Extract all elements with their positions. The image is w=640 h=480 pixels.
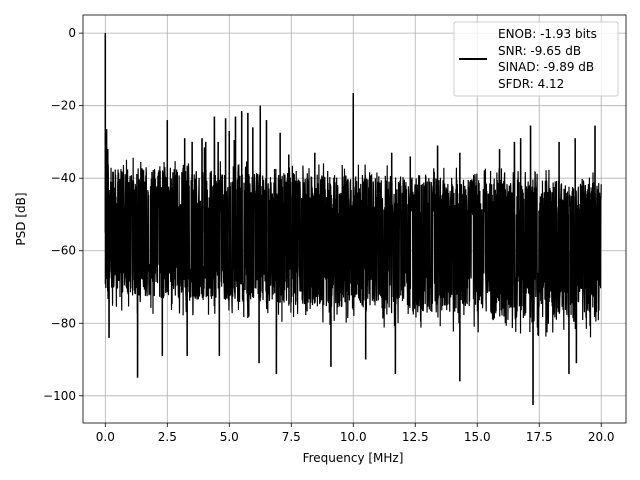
y-tick-label: −20 (51, 99, 76, 113)
y-axis-title: PSD [dB] (14, 192, 28, 245)
ticks: 0.0 2.5 5.0 7.5 10.0 12.5 15.0 17.5 20.0 0 −20 −40 −… (43, 26, 615, 444)
y-tick-label: −80 (51, 316, 76, 330)
x-tick-label: 12.5 (402, 430, 429, 444)
x-tick-label: 5.0 (220, 430, 239, 444)
x-tick-label: 17.5 (526, 430, 553, 444)
x-tick-label: 20.0 (588, 430, 615, 444)
legend-box (453, 21, 619, 97)
legend-sinad: SINAD: -9.89 dB (498, 60, 594, 74)
y-tick-label: −100 (43, 389, 76, 403)
x-tick-label: 15.0 (464, 430, 491, 444)
plot-area (104, 33, 602, 405)
legend-sfdr: SFDR: 4.12 (498, 77, 564, 91)
x-tick-label: 0.0 (96, 430, 115, 444)
y-tick-label: −60 (51, 244, 76, 258)
x-axis-title: Frequency [MHz] (303, 451, 404, 465)
x-tick-label: 2.5 (158, 430, 177, 444)
x-tick-label: 10.0 (340, 430, 367, 444)
y-tick-label: −40 (51, 171, 76, 185)
legend: ENOB: -1.93 bits SNR: -9.65 dB SINAD: -9… (453, 21, 619, 97)
legend-enob: ENOB: -1.93 bits (498, 27, 597, 41)
axes-frame (82, 14, 627, 424)
legend-snr: SNR: -9.65 dB (498, 44, 581, 58)
y-tick-label: 0 (68, 26, 76, 40)
x-tick-label: 7.5 (282, 430, 301, 444)
psd-series-line (104, 33, 602, 405)
